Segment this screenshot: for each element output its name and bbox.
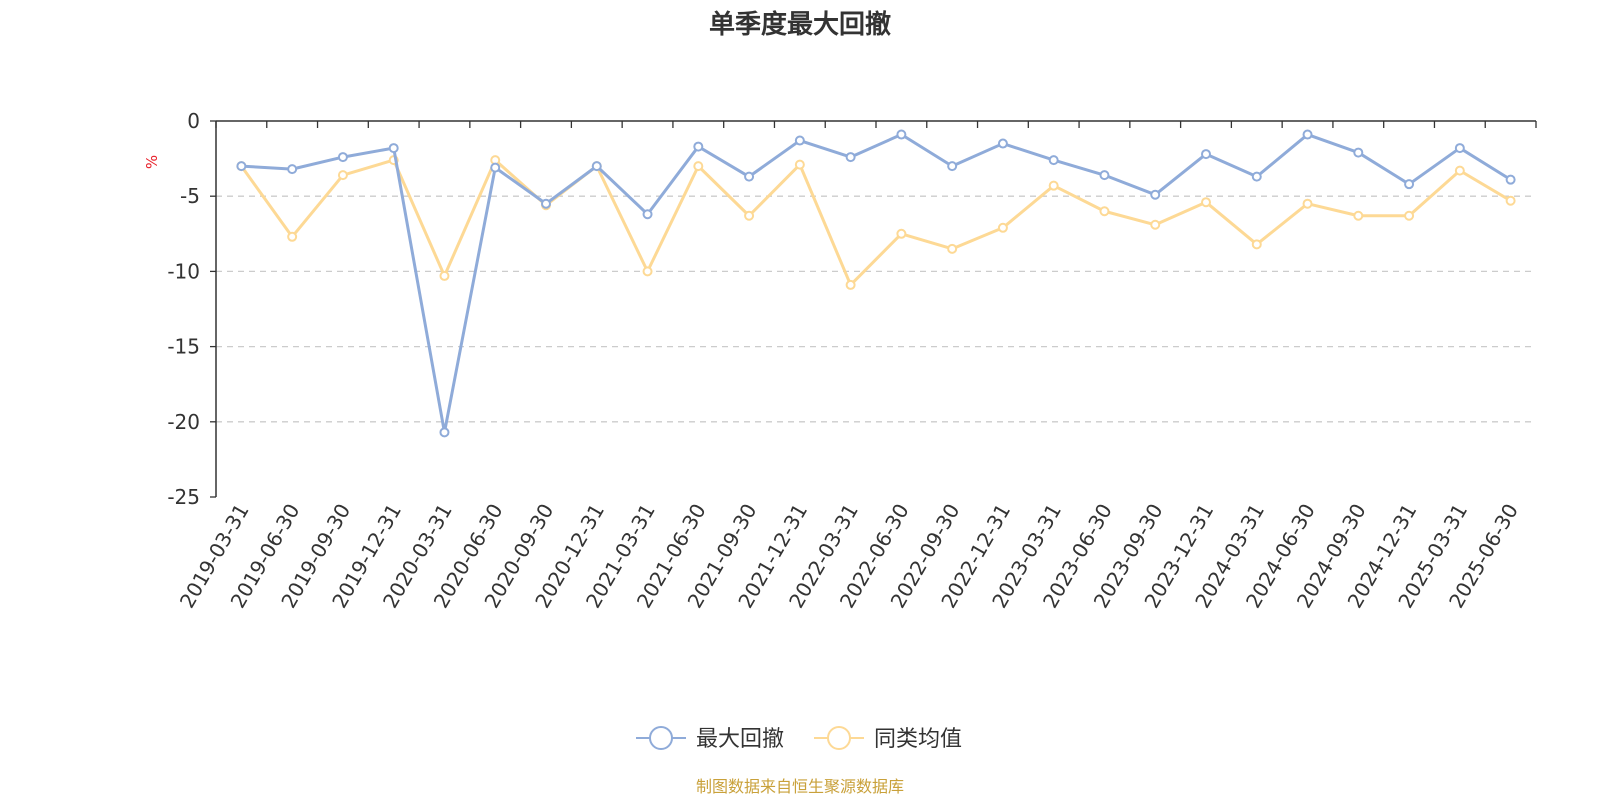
data-point [693,141,704,152]
series-line-0 [241,133,1512,434]
data-point [1099,170,1110,181]
legend-item-0[interactable]: 最大回撤 [636,726,784,752]
data-point [1251,239,1262,250]
y-tick-label: -10 [167,259,200,283]
legend-label: 同类均值 [874,727,962,752]
y-axis-ticks: 0 -5 -10 -15 -20 -25 [167,109,200,509]
data-point [1201,149,1211,160]
data-point [388,143,399,154]
data-point [947,243,958,254]
data-point [1048,180,1059,191]
data-point [1404,179,1415,190]
data-point [1099,206,1110,217]
data-point [642,266,653,277]
data-point [794,159,805,170]
legend-label: 最大回撤 [696,727,784,752]
data-point [1353,210,1364,221]
y-tick-label: -20 [167,410,200,434]
data-point [845,152,856,163]
data-point [439,270,450,281]
data-point [1201,197,1211,208]
y-tick-label: -5 [180,184,200,208]
data-point [1251,171,1262,182]
source-note: 制图数据来自恒生聚源数据库 [696,777,904,796]
data-point [1048,155,1059,166]
data-point [287,164,298,175]
data-point [896,228,907,239]
data-point [794,135,805,146]
data-point [744,210,755,221]
data-point [997,222,1008,233]
data-point [1150,189,1161,200]
data-point [1505,195,1516,206]
data-point [439,427,450,438]
data-point [642,209,653,220]
data-point [337,152,348,163]
chart-title: 单季度最大回撤 [709,9,891,40]
series-layer [236,129,1516,438]
data-point [541,198,551,209]
data-point [896,129,907,140]
y-tick-label: 0 [187,109,200,133]
data-point [1302,129,1313,140]
data-point [1454,165,1465,176]
data-point [693,161,704,172]
data-point [236,161,247,172]
axes [210,120,1537,498]
grid-lines [216,195,1536,423]
legend-marker [649,726,673,750]
legend-marker [827,726,851,750]
y-tick-label: -25 [167,485,200,509]
data-point [1302,198,1313,209]
y-tick-label: -15 [167,335,200,359]
data-point [1404,210,1415,221]
data-point [1353,147,1364,158]
legend-item-1[interactable]: 同类均值 [814,726,962,752]
data-point [1150,219,1161,230]
data-point [591,161,602,172]
data-point [287,231,298,242]
x-axis-ticks: 2019-03-312019-06-302019-09-302019-12-31… [175,500,1523,613]
data-point [337,170,348,181]
y-axis-unit: % [143,155,161,169]
data-point [1454,143,1465,154]
data-point [947,161,958,172]
series-line-1 [240,158,1512,287]
data-point [1505,174,1516,185]
data-point [744,171,755,182]
data-point [997,138,1008,149]
data-point [845,279,856,290]
legend: 最大回撤 同类均值 [636,726,962,752]
data-point [490,162,501,173]
